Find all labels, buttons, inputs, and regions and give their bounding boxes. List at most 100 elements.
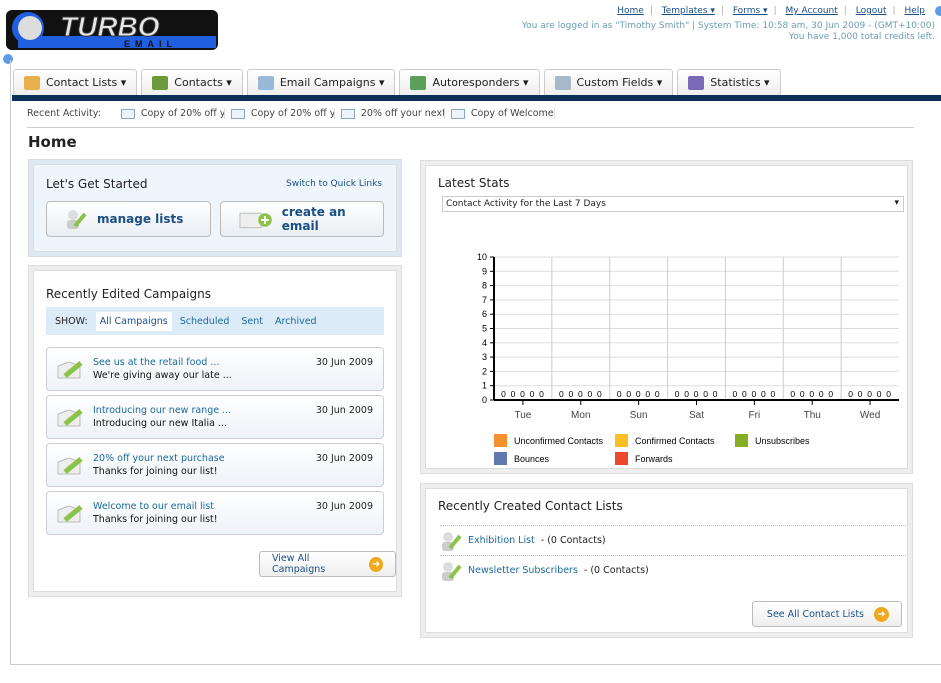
data-label: 0 — [703, 389, 708, 399]
y-tick-label: 8 — [482, 281, 487, 291]
tab-email-campaigns[interactable]: Email Campaigns ▾ — [246, 69, 396, 95]
svg-text:EMAIL: EMAIL — [124, 39, 177, 49]
new-email-icon — [239, 212, 272, 229]
tab-contacts[interactable]: Contacts ▾ — [141, 69, 243, 95]
panel-title: Recently Created Contact Lists — [438, 499, 623, 513]
campaign-title: See us at the retail food ... — [93, 357, 220, 368]
campaign-item[interactable]: Introducing our new range ... Introducing… — [46, 395, 384, 439]
link-logout[interactable]: Logout — [855, 6, 887, 16]
contact-count: - (0 Contacts) — [583, 565, 649, 576]
link-templates[interactable]: Templates ▾ — [661, 6, 715, 16]
link-forms[interactable]: Forms ▾ — [732, 6, 768, 16]
campaign-date: 30 Jun 2009 — [315, 453, 373, 464]
link-help[interactable]: Help — [904, 6, 925, 16]
indicator-dot — [935, 6, 941, 16]
button-label: create an email — [281, 205, 346, 233]
y-tick-label: 0 — [482, 395, 487, 405]
data-label: 0 — [684, 389, 689, 399]
contact-list-icon — [67, 210, 87, 229]
button-label: View All Campaigns — [272, 553, 326, 575]
recent-activity-item[interactable]: Copy of Welcome to — [445, 108, 555, 119]
stats-range-select[interactable]: Contact Activity for the Last 7 Days — [442, 196, 904, 212]
data-label: 0 — [790, 389, 795, 399]
contact-lists-panel: Recently Created Contact Lists Exhibitio… — [420, 483, 913, 638]
manage-lists-button[interactable]: manage lists — [46, 201, 211, 237]
data-label: 0 — [800, 389, 805, 399]
y-tick-label: 2 — [482, 366, 487, 376]
login-info: You are logged in as "Timothy Smith" | S… — [521, 21, 935, 31]
session-info: You are logged in as "Timothy Smith" | S… — [522, 21, 935, 43]
data-label: 0 — [511, 389, 516, 399]
turbo-email-logo: TURBO EMAIL — [6, 10, 218, 50]
campaign-date: 30 Jun 2009 — [315, 357, 373, 368]
campaign-snippet: Thanks for joining our list! — [93, 514, 218, 525]
data-label: 0 — [752, 389, 757, 399]
data-label: 0 — [761, 389, 766, 399]
data-label: 0 — [733, 389, 738, 399]
recent-activity-item[interactable]: Copy of 20% off yo — [115, 108, 225, 119]
recent-activity: Recent Activity: Copy of 20% off yo Copy … — [27, 108, 555, 119]
recent-activity-label: Recent Activity: — [27, 108, 101, 119]
contact-list-link[interactable]: Exhibition List — [468, 535, 535, 546]
see-all-contact-lists-button[interactable]: See All Contact Lists ➜ — [752, 601, 902, 627]
tab-autoresponders[interactable]: Autoresponders ▾ — [399, 69, 540, 95]
edit-email-icon — [57, 361, 83, 379]
x-tick-label: Sat — [689, 410, 704, 421]
tab-statistics[interactable]: Statistics ▾ — [677, 69, 781, 95]
arrow-right-icon: ➜ — [874, 606, 889, 622]
filter-sent[interactable]: Sent — [241, 315, 264, 327]
y-tick-label: 6 — [482, 309, 487, 319]
recent-campaigns-panel: Recently Edited Campaigns SHOW: All Campa… — [28, 265, 402, 597]
recent-activity-item[interactable]: Copy of 20% off yo — [225, 108, 335, 119]
tab-icon — [152, 75, 169, 90]
y-tick-label: 1 — [482, 381, 487, 391]
data-label: 0 — [530, 389, 535, 399]
svg-text:TURBO: TURBO — [60, 11, 160, 42]
filter-all-campaigns[interactable]: All Campaigns — [95, 311, 172, 331]
campaign-item[interactable]: Welcome to our email list Thanks for join… — [46, 491, 384, 535]
x-tick-label: Tue — [514, 410, 531, 421]
create-email-button[interactable]: create an email — [220, 201, 384, 237]
arrow-right-icon: ➜ — [369, 556, 383, 572]
latest-stats-panel: Latest Stats Contact Activity for the La… — [420, 160, 913, 474]
main-nav: Contact Lists ▾ Contacts ▾ Email Campaigns… — [13, 69, 781, 95]
edit-email-icon — [57, 505, 83, 523]
legend-swatch — [615, 434, 628, 447]
y-tick-label: 9 — [482, 266, 487, 276]
x-tick-label: Wed — [860, 410, 880, 421]
data-label: 0 — [597, 389, 602, 399]
tab-contact-lists[interactable]: Contact Lists ▾ — [13, 69, 138, 95]
nav-bar — [12, 95, 941, 101]
x-tick-label: Mon — [571, 410, 590, 421]
x-tick-label: Fri — [749, 410, 761, 421]
contact-list-link[interactable]: Newsletter Subscribers — [468, 565, 578, 576]
legend-label: Bounces — [514, 454, 550, 464]
data-label: 0 — [539, 389, 544, 399]
link-my-account[interactable]: My Account — [785, 6, 838, 16]
campaign-item[interactable]: See us at the retail food ... We're givin… — [46, 347, 384, 391]
legend-label: Confirmed Contacts — [635, 436, 715, 446]
campaign-date: 30 Jun 2009 — [315, 501, 373, 512]
tab-label: Statistics ▾ — [710, 76, 770, 89]
switch-quick-links[interactable]: Switch to Quick Links — [286, 179, 382, 189]
tab-label: Contacts ▾ — [174, 76, 232, 89]
y-tick-label: 10 — [477, 252, 487, 262]
campaign-filter: SHOW: All Campaigns Scheduled Sent Archived — [46, 307, 384, 335]
edit-email-icon — [57, 457, 83, 475]
data-label: 0 — [867, 389, 872, 399]
data-label: 0 — [694, 389, 699, 399]
data-label: 0 — [858, 389, 863, 399]
filter-scheduled[interactable]: Scheduled — [179, 315, 230, 327]
campaign-item[interactable]: 20% off your next purchase Thanks for joi… — [46, 443, 384, 487]
recent-activity-item[interactable]: 20% off your next p — [335, 108, 445, 119]
item-label: Copy of Welcome to — [470, 108, 554, 119]
y-tick-label: 7 — [482, 295, 487, 305]
filter-archived[interactable]: Archived — [275, 315, 317, 327]
data-label: 0 — [819, 389, 824, 399]
link-home[interactable]: Home — [617, 6, 644, 16]
envelope-icon — [120, 108, 135, 119]
view-all-campaigns-button[interactable]: View All Campaigns ➜ — [259, 551, 396, 577]
data-label: 0 — [617, 389, 622, 399]
tab-custom-fields[interactable]: Custom Fields ▾ — [543, 69, 674, 95]
